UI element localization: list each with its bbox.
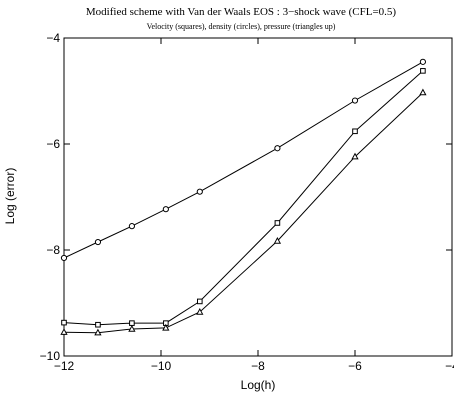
data-point-square [274,220,281,226]
data-point-circle [419,58,426,65]
y-tick-label: −6 [46,137,60,151]
data-point-circle [274,145,281,152]
data-point-square [61,319,67,326]
x-axis-label: Log(h) [241,378,276,392]
data-point-triangle [94,328,102,336]
series-line-circle [63,61,424,259]
data-point-square [197,298,203,305]
x-tick-label: −12 [54,359,75,373]
series-line-triangle-up [63,92,424,334]
chart-title: Modified scheme with Van der Waals EOS :… [86,6,397,18]
series-line-square [63,70,424,326]
x-tick-label: −10 [151,359,172,373]
data-point-circle [128,223,135,230]
data-point-square [129,320,135,326]
x-tick-label: −4 [445,359,454,373]
data-point-triangle [196,307,204,315]
series-markers [60,58,427,336]
data-point-square [95,321,101,328]
chart-subtitle: Velocity (squares), density (circles), p… [147,22,336,31]
data-point-square [420,68,426,74]
data-point-triangle [273,236,282,244]
data-point-triangle [351,152,359,160]
data-point-triangle [419,88,427,96]
data-point-circle [351,97,359,104]
y-axis-label: Log (error) [3,168,17,225]
x-tick-label: −8 [251,359,265,373]
plot-frame [63,37,453,357]
data-point-circle [60,254,68,262]
data-point-triangle [128,324,136,332]
data-point-circle [94,238,102,246]
axis-ticks: −12−10−8−6−4−10−8−6−4 [40,31,454,373]
data-point-triangle [60,328,68,335]
data-point-triangle [162,323,170,331]
series-lines [63,61,424,334]
y-tick-label: −8 [46,243,60,257]
y-tick-label: −10 [40,349,61,363]
data-point-square [352,128,358,135]
x-tick-label: −6 [348,359,362,373]
data-point-circle [196,188,203,195]
data-point-circle [162,206,169,213]
y-tick-label: −4 [46,31,60,45]
